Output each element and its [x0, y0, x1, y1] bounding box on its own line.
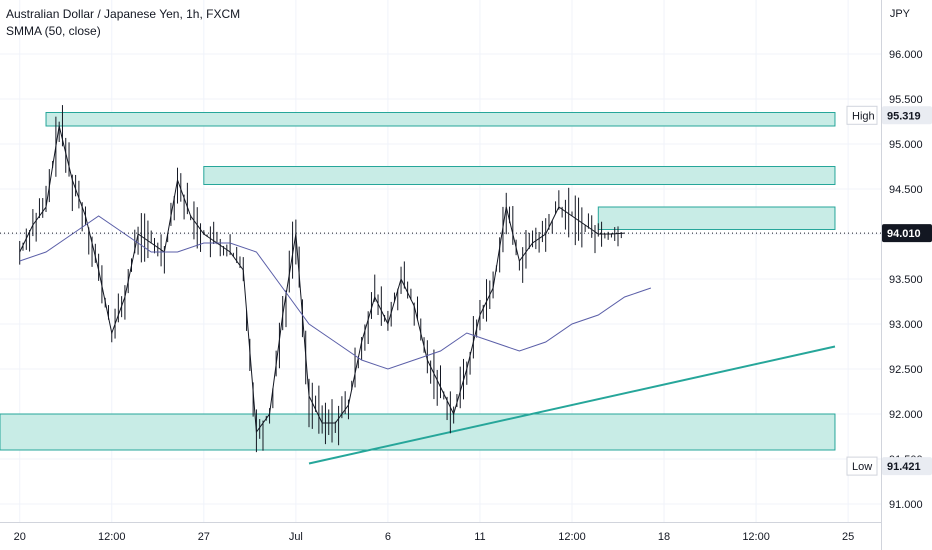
- x-tick-label: 18: [658, 531, 670, 543]
- resistance-zone[interactable]: [203, 166, 836, 185]
- last-price-tag-bg: [882, 224, 932, 243]
- chart-title: Australian Dollar / Japanese Yen, 1h, FX…: [6, 7, 241, 21]
- smma-line: [19, 215, 652, 370]
- x-tick-label: 12:00: [558, 531, 586, 543]
- y-tick-label: 93.000: [889, 319, 923, 331]
- indicator-label: SMMA (50, close): [6, 24, 101, 38]
- x-tick-label: 6: [385, 531, 391, 543]
- x-tick-label: 12:00: [742, 531, 770, 543]
- low-price-tag-bg: [882, 457, 932, 476]
- chart-legend: Australian Dollar / Japanese Yen, 1h, FX…: [6, 6, 240, 40]
- high-price-tag-bg: [882, 106, 932, 125]
- y-tick-label: 91.000: [889, 499, 923, 511]
- x-tick-label: Jul: [289, 531, 303, 543]
- y-tick-label: 92.500: [889, 364, 923, 376]
- high-price-tag: 95.319: [887, 110, 921, 122]
- x-tick-label: 11: [474, 531, 485, 543]
- x-tick-label: 25: [842, 531, 854, 543]
- low-price-tag-label-bg: [846, 456, 878, 476]
- high-price-tag-label: High: [852, 110, 875, 122]
- trendline[interactable]: [308, 345, 836, 465]
- last-price-tag: 94.010: [887, 228, 921, 240]
- y-tick-label: 95.000: [889, 139, 923, 151]
- resistance-zone[interactable]: [597, 206, 836, 230]
- resistance-zone[interactable]: [45, 112, 836, 127]
- x-tick-label: 27: [198, 531, 210, 543]
- y-tick-label: 95.500: [889, 94, 923, 106]
- y-tick-label: 94.500: [889, 184, 923, 196]
- price-series-line: [19, 125, 625, 434]
- low-price-tag-label: Low: [852, 461, 872, 473]
- y-tick-label: 92.000: [889, 409, 923, 421]
- x-tick-label: 12:00: [98, 531, 126, 543]
- y-tick-label: 96.000: [889, 49, 923, 61]
- high-price-tag-label-bg: [846, 105, 878, 125]
- x-tick-label: 20: [14, 531, 26, 543]
- currency-label: JPY: [889, 8, 910, 20]
- low-price-tag: 91.421: [887, 461, 921, 473]
- y-tick-label: 93.500: [889, 274, 923, 286]
- resistance-zone[interactable]: [0, 413, 836, 451]
